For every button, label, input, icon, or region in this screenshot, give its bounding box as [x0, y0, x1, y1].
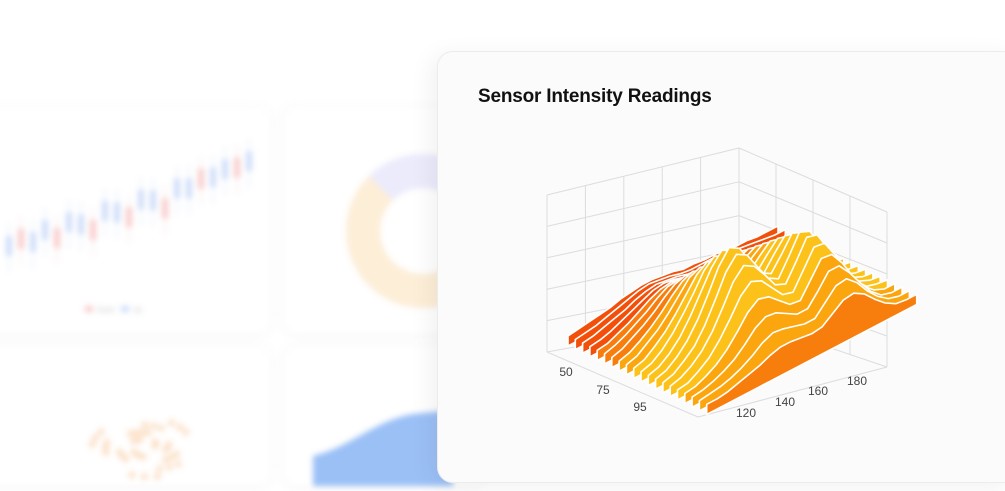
x-tick-label: 95 — [633, 400, 647, 414]
axis-ticks: 50 75 95 120 140 160 180 — [559, 365, 867, 420]
ridges — [567, 225, 918, 416]
candlestick-card: Down Up — [0, 105, 272, 335]
x-tick-label: 75 — [596, 383, 610, 397]
scatter-card — [0, 345, 272, 487]
legend-up: Up — [133, 307, 142, 314]
y-tick-label: 180 — [847, 374, 867, 388]
candlestick-chart: Down Up — [6, 139, 252, 314]
y-tick-label: 160 — [808, 384, 828, 398]
legend-down: Down — [97, 307, 115, 314]
x-tick-label: 50 — [559, 365, 573, 379]
y-tick-label: 120 — [736, 406, 756, 420]
chart-card: Sensor Intensity Readings 50 75 95 120 140 16… — [437, 51, 1005, 483]
chart-title: Sensor Intensity Readings — [478, 86, 712, 107]
ridgeline-3d-chart: 50 75 95 120 140 160 180 — [546, 147, 918, 420]
ridge-slice — [705, 292, 918, 416]
y-tick-label: 140 — [775, 395, 795, 409]
scatter-chart — [88, 419, 190, 481]
